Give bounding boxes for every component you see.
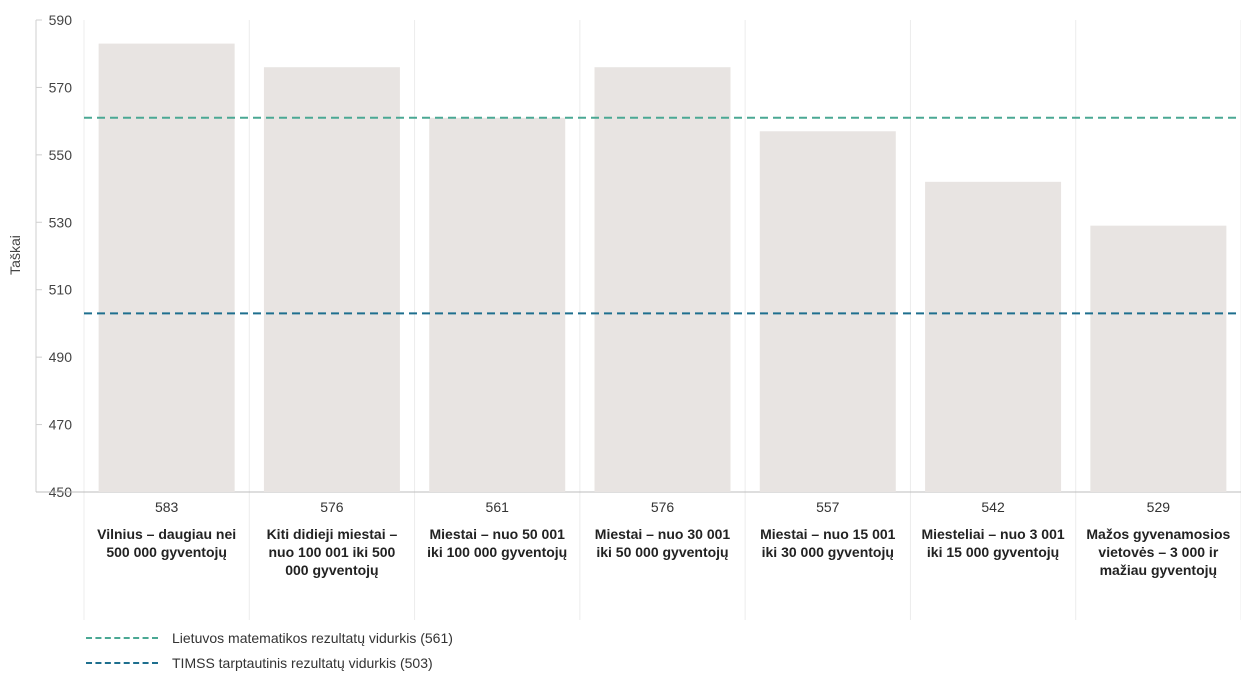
category-label: Miestai – nuo 50 001 iki 100 000 gyvento… [427,526,568,560]
y-tick-label: 590 [49,12,73,28]
category-label: Miestai – nuo 15 001 iki 30 000 gyventoj… [760,526,896,560]
value-label: 561 [486,499,510,515]
value-label: 557 [816,499,840,515]
legend-label-lithuania: Lietuvos matematikos rezultatų vidurkis … [172,630,453,646]
value-label: 529 [1147,499,1171,515]
category-label: Kiti didieji miestai – nuo 100 001 iki 5… [266,526,398,578]
value-label: 542 [981,499,1005,515]
legend-label-timss: TIMSS tarptautinis rezultatų vidurkis (5… [172,655,433,671]
y-tick-label: 570 [49,79,73,95]
vertical-gridlines [83,20,1241,620]
y-tick-label: 490 [49,349,73,365]
y-tick-label: 530 [49,214,73,230]
y-tick-label: 550 [49,147,73,163]
y-tick-label: 470 [49,417,73,433]
bar [263,67,400,492]
value-labels: 583 576 561 576 557 542 529 [155,499,1170,515]
legend-item-timss-average: TIMSS tarptautinis rezultatų vidurkis (5… [86,655,433,671]
bar [429,117,566,493]
y-axis-label: Taškai [7,235,23,275]
bar [1090,225,1227,492]
bar [759,131,896,492]
bars [98,43,1227,493]
bar [925,181,1062,493]
category-label: Mažos gyvenamosios vietovės – 3 000 ir m… [1086,526,1231,578]
category-label: Miesteliai – nuo 3 001 iki 15 000 gyvent… [921,526,1065,560]
legend-swatch-timss [86,662,158,664]
legend-swatch-lithuania [86,637,158,639]
reference-lines [84,116,1241,315]
legend-item-lithuania-average: Lietuvos matematikos rezultatų vidurkis … [86,630,453,646]
category-label: Miestai – nuo 30 001 iki 50 000 gyventoj… [594,526,731,560]
value-label: 583 [155,499,179,515]
bar [594,67,731,492]
bar [98,43,235,492]
value-label: 576 [320,499,344,515]
y-tick-label: 510 [49,282,73,298]
value-label: 576 [651,499,675,515]
category-label: Vilnius – daugiau nei 500 000 gyventojų [97,526,237,560]
